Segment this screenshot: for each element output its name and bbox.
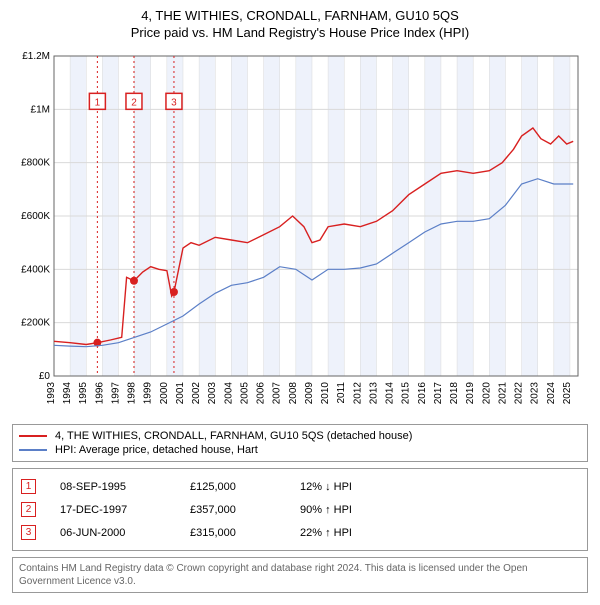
svg-text:1996: 1996 (94, 382, 105, 405)
legend-label: HPI: Average price, detached house, Hart (55, 444, 258, 456)
svg-text:1997: 1997 (110, 382, 121, 405)
transaction-delta: 22% ↑ HPI (300, 527, 410, 539)
chart-container: 4, THE WITHIES, CRONDALL, FARNHAM, GU10 … (0, 0, 600, 605)
svg-text:2023: 2023 (530, 382, 541, 405)
svg-text:2: 2 (131, 97, 137, 108)
svg-text:2012: 2012 (352, 382, 363, 405)
legend-item: 4, THE WITHIES, CRONDALL, FARNHAM, GU10 … (19, 429, 581, 443)
legend-item: HPI: Average price, detached house, Hart (19, 443, 581, 457)
svg-text:2008: 2008 (288, 382, 299, 405)
svg-text:2018: 2018 (449, 382, 460, 405)
svg-text:£400K: £400K (21, 264, 50, 275)
transaction-date: 17-DEC-1997 (60, 504, 190, 516)
transaction-price: £357,000 (190, 504, 300, 516)
svg-text:2014: 2014 (385, 382, 396, 405)
legend: 4, THE WITHIES, CRONDALL, FARNHAM, GU10 … (12, 424, 588, 462)
attribution-text: Contains HM Land Registry data © Crown c… (12, 557, 588, 593)
svg-text:2011: 2011 (336, 382, 347, 404)
transaction-date: 06-JUN-2000 (60, 527, 190, 539)
svg-text:2005: 2005 (239, 382, 250, 405)
svg-text:£1M: £1M (31, 104, 50, 115)
svg-text:£600K: £600K (21, 211, 50, 222)
svg-text:2013: 2013 (368, 382, 379, 405)
svg-text:2002: 2002 (191, 382, 202, 405)
legend-label: 4, THE WITHIES, CRONDALL, FARNHAM, GU10 … (55, 430, 412, 442)
svg-text:2007: 2007 (272, 382, 283, 405)
svg-text:1994: 1994 (62, 382, 73, 405)
svg-text:2009: 2009 (304, 382, 315, 405)
svg-text:£800K: £800K (21, 158, 50, 169)
transaction-marker: 1 (21, 479, 36, 494)
svg-text:3: 3 (171, 97, 177, 108)
svg-text:2004: 2004 (223, 382, 234, 405)
svg-text:2025: 2025 (562, 382, 573, 405)
svg-text:1999: 1999 (143, 382, 154, 405)
svg-text:£0: £0 (39, 371, 51, 382)
svg-text:2016: 2016 (417, 382, 428, 405)
transaction-date: 08-SEP-1995 (60, 481, 190, 493)
transaction-price: £315,000 (190, 527, 300, 539)
svg-text:£200K: £200K (21, 318, 50, 329)
svg-text:2022: 2022 (514, 382, 525, 405)
svg-text:2024: 2024 (546, 382, 557, 405)
transaction-delta: 12% ↓ HPI (300, 481, 410, 493)
svg-text:2000: 2000 (159, 382, 170, 405)
svg-text:2010: 2010 (320, 382, 331, 405)
svg-text:2003: 2003 (207, 382, 218, 405)
transaction-row: 2 17-DEC-1997£357,00090% ↑ HPI (21, 498, 579, 521)
svg-text:2006: 2006 (256, 382, 267, 405)
transaction-marker: 2 (21, 502, 36, 517)
transaction-row: 3 06-JUN-2000£315,00022% ↑ HPI (21, 521, 579, 544)
chart-plot: £0 £200K £400K £600K £800K £1M £1.2M 1993 1994 19… (12, 48, 588, 418)
svg-text:1993: 1993 (46, 382, 57, 405)
svg-text:2015: 2015 (401, 382, 412, 405)
transaction-marker: 3 (21, 525, 36, 540)
transactions-table: 1 08-SEP-1995£125,00012% ↓ HPI 2 17-DEC-199… (12, 468, 588, 551)
transaction-delta: 90% ↑ HPI (300, 504, 410, 516)
legend-swatch (19, 435, 47, 437)
svg-text:2021: 2021 (497, 382, 508, 405)
svg-text:£1.2M: £1.2M (22, 51, 50, 62)
svg-text:1995: 1995 (78, 382, 89, 405)
legend-swatch (19, 449, 47, 451)
svg-text:2017: 2017 (433, 382, 444, 405)
transaction-price: £125,000 (190, 481, 300, 493)
chart-subtitle: Price paid vs. HM Land Registry's House … (12, 25, 588, 40)
svg-text:2019: 2019 (465, 382, 476, 405)
svg-text:2020: 2020 (481, 382, 492, 405)
transaction-row: 1 08-SEP-1995£125,00012% ↓ HPI (21, 475, 579, 498)
svg-text:1998: 1998 (127, 382, 138, 405)
svg-text:1: 1 (95, 97, 101, 108)
chart-title: 4, THE WITHIES, CRONDALL, FARNHAM, GU10 … (12, 8, 588, 23)
svg-text:2001: 2001 (175, 382, 186, 405)
